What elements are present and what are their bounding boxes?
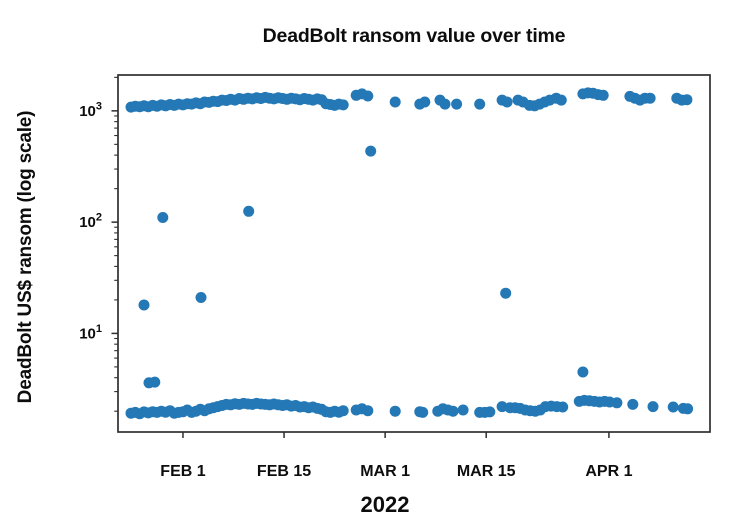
scatter-point — [555, 94, 567, 106]
x-tick-label: MAR 1 — [360, 463, 410, 480]
scatter-point — [417, 406, 429, 418]
scatter-point — [644, 92, 656, 104]
scatter-point — [362, 405, 374, 417]
scatter-point — [362, 90, 374, 102]
scatter-point — [138, 299, 150, 311]
x-tick-label: FEB 15 — [257, 463, 311, 480]
y-tick-label: 103 — [79, 100, 102, 120]
scatter-point — [667, 401, 679, 413]
scatter-point — [337, 99, 349, 111]
scatter-point — [627, 398, 639, 410]
scatter-point — [243, 205, 255, 217]
scatter-point — [389, 96, 401, 108]
scatter-point — [447, 405, 459, 417]
scatter-point — [365, 145, 377, 157]
x-axis-year-label: 2022 — [360, 492, 410, 517]
scatter-point — [647, 401, 659, 413]
scatter-point — [451, 98, 463, 110]
x-tick-label: APR 1 — [585, 463, 632, 480]
scatter-point — [474, 98, 486, 110]
scatter-point — [611, 397, 623, 409]
scatter-point — [681, 94, 693, 106]
scatter-point — [577, 366, 589, 378]
scatter-point — [195, 292, 207, 303]
y-tick-label: 102 — [79, 212, 102, 232]
scatter-point — [501, 96, 513, 108]
scatter-point — [419, 96, 431, 108]
chart-title: DeadBolt ransom value over time — [262, 25, 566, 47]
scatter-point — [682, 403, 694, 415]
scatter-point — [457, 404, 469, 416]
y-tick-label: 101 — [79, 323, 102, 343]
scatter-point — [439, 98, 451, 110]
scatter-point — [337, 405, 349, 417]
scatter-point — [557, 401, 569, 413]
scatter-point — [484, 406, 496, 418]
scatter-point — [597, 89, 609, 101]
x-tick-label: FEB 1 — [160, 463, 205, 480]
scatter-point — [149, 376, 161, 388]
x-tick-label: MAR 15 — [457, 463, 516, 480]
scatter-point — [500, 287, 512, 299]
scatter-point — [157, 212, 169, 223]
plot-frame — [117, 74, 711, 433]
scatter-point — [389, 405, 401, 417]
